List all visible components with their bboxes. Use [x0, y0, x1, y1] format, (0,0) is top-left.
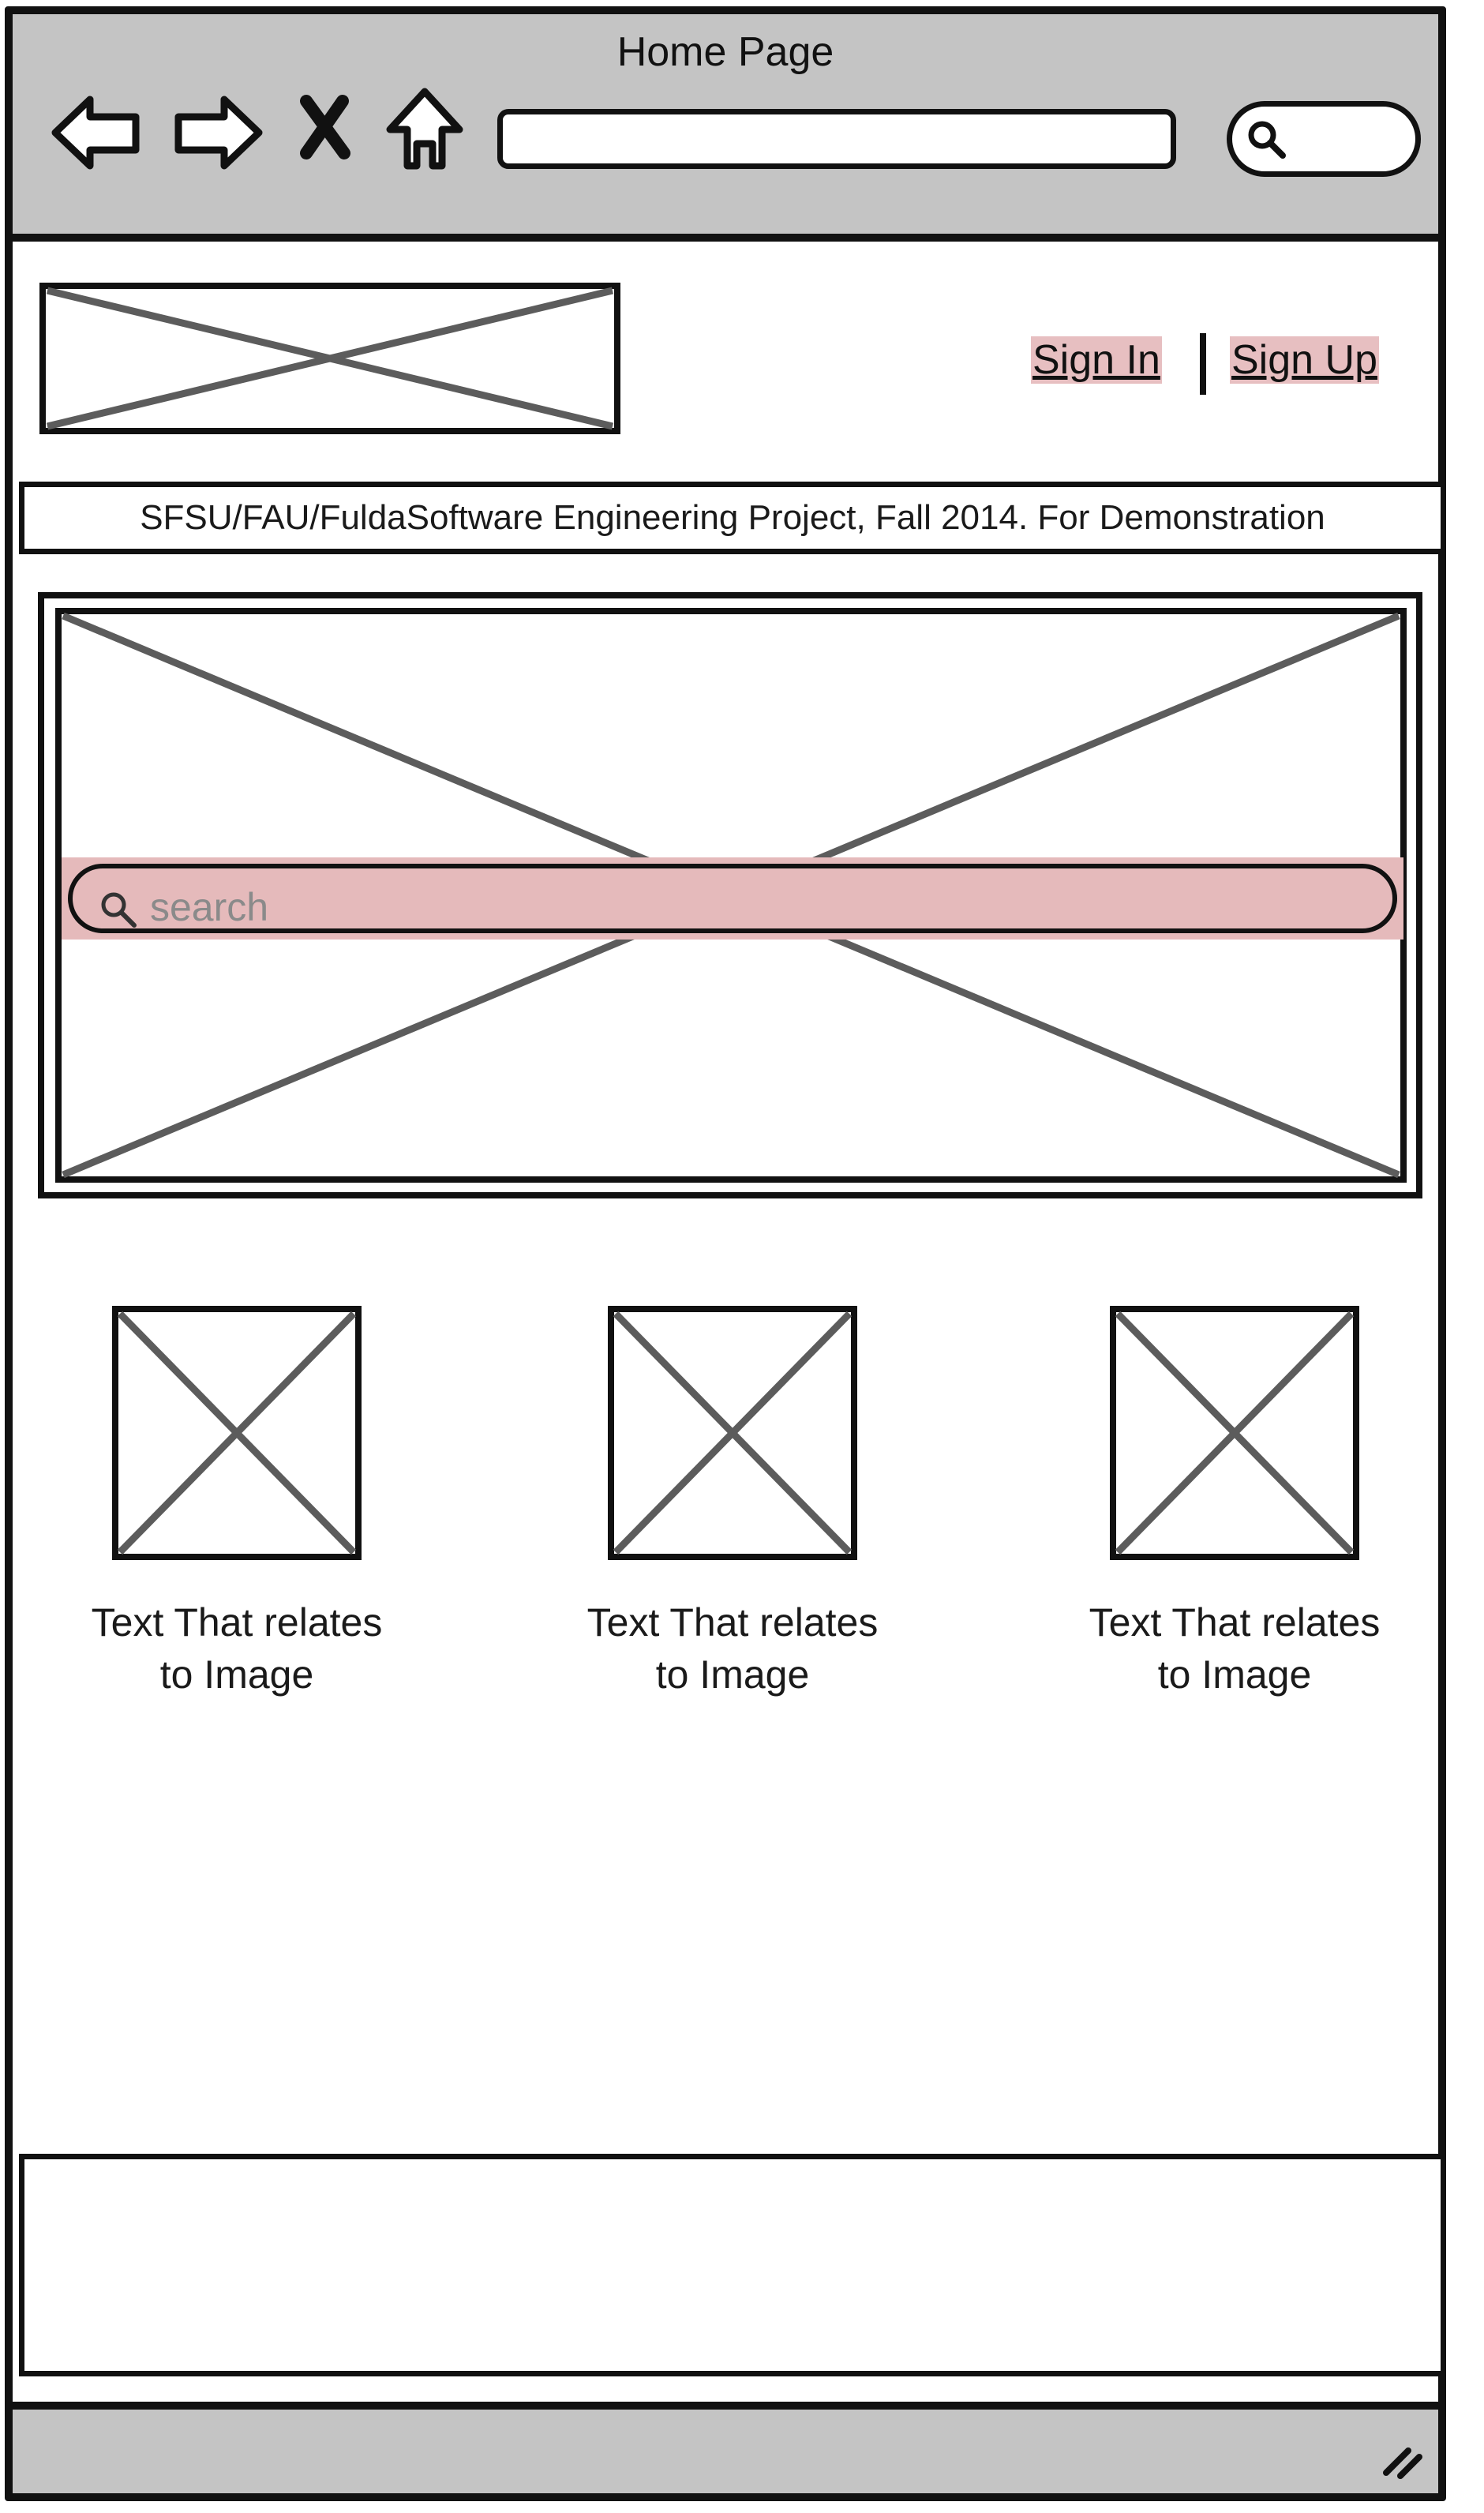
- address-bar[interactable]: [497, 109, 1176, 169]
- logo-placeholder-image: [39, 283, 620, 434]
- thumbnail-caption: Text That relates to Image: [1089, 1600, 1381, 1697]
- thumbnail-caption: Text That relates to Image: [91, 1600, 383, 1697]
- search-icon: [101, 892, 137, 928]
- search-input[interactable]: search: [68, 864, 1397, 933]
- thumbnail-image[interactable]: [112, 1306, 362, 1560]
- magnifier-icon: [1248, 121, 1286, 159]
- home-icon[interactable]: [377, 85, 472, 180]
- browser-search-field[interactable]: [1227, 101, 1421, 177]
- sign-in-link[interactable]: Sign In: [1031, 336, 1162, 384]
- divider: [1200, 333, 1206, 395]
- sign-up-link[interactable]: Sign Up: [1230, 336, 1379, 384]
- hero-frame: [38, 592, 1422, 1198]
- hero-image-placeholder: [55, 608, 1407, 1183]
- forward-arrow-icon[interactable]: [169, 85, 264, 180]
- thumbnail-image[interactable]: [1110, 1306, 1359, 1560]
- footer: [19, 2154, 1446, 2376]
- search-bar[interactable]: search: [62, 857, 1403, 940]
- resize-grip-icon[interactable]: [1372, 2430, 1427, 2485]
- disclaimer-banner: SFSU/FAU/FuldaSoftware Engineering Proje…: [19, 482, 1446, 554]
- stop-x-icon[interactable]: [290, 85, 385, 180]
- status-bar: [13, 2402, 1438, 2493]
- browser-toolbar: Home Page: [13, 14, 1438, 242]
- back-arrow-icon[interactable]: [51, 85, 145, 180]
- browser-window: Home Page: [5, 6, 1446, 2501]
- thumbnail-caption: Text That relates to Image: [586, 1600, 879, 1697]
- thumbnail-image[interactable]: [608, 1306, 857, 1560]
- search-placeholder: search: [150, 885, 269, 929]
- window-title: Home Page: [616, 29, 834, 75]
